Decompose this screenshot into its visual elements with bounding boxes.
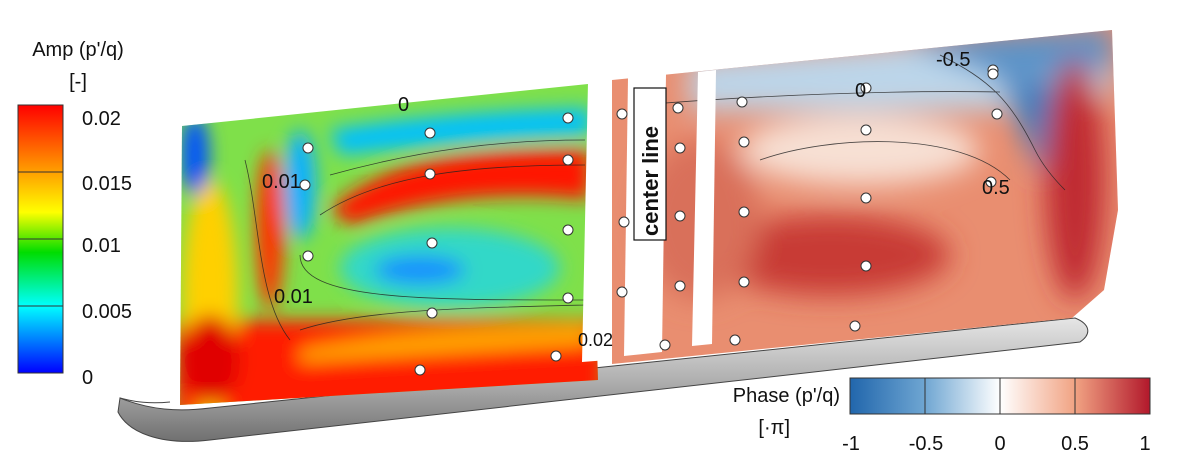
contour-label: 0 <box>855 80 866 102</box>
amp-tick-label: 0.015 <box>82 173 132 195</box>
amp-tick-label: 0.005 <box>82 301 132 323</box>
amp-tick-label: 0.02 <box>82 108 121 130</box>
shell <box>117 317 1089 442</box>
amplitude-contour-field <box>180 84 598 405</box>
contour-label: 0 <box>398 94 409 116</box>
phase-tick-label: 0 <box>994 433 1005 455</box>
sensor-points <box>299 64 1003 376</box>
contour-label: 0.02 <box>578 330 613 350</box>
contour-label: 0.5 <box>982 177 1010 199</box>
amp-tick-label: 0 <box>82 367 93 389</box>
phase-colorbar-title: Phase (p'/q) <box>733 385 840 407</box>
contour-label: 0.01 <box>274 286 313 308</box>
phase-tick-label: -1 <box>842 433 860 455</box>
phase-colorbar-unit: [·π] <box>758 417 790 439</box>
amp-contour-labels: 0 0.01 0.01 0.02 <box>262 94 613 350</box>
contour-label: -0.5 <box>936 49 970 71</box>
phase-tick-label: -0.5 <box>909 433 943 455</box>
center-line-label-box: center line <box>633 87 667 241</box>
phase-contour-labels: -0.5 0 0.5 <box>855 49 1010 199</box>
phase-tick-label: 1 <box>1139 433 1150 455</box>
phase-colorbar: Phase (p'/q) [·π] -1 -0.5 0 0.5 1 <box>733 377 1151 455</box>
contour-label: 0.01 <box>262 171 301 193</box>
amp-colorbar-title: Amp (p'/q) <box>32 39 124 61</box>
amp-colorbar: Amp (p'/q) [-] 0.02 0.015 0.01 0.005 0 <box>17 39 132 389</box>
phase-tick-label: 0.5 <box>1061 433 1089 455</box>
center-line-label: center line <box>638 126 663 236</box>
amp-tick-label: 0.01 <box>82 235 121 257</box>
amp-colorbar-unit: [-] <box>69 71 87 93</box>
